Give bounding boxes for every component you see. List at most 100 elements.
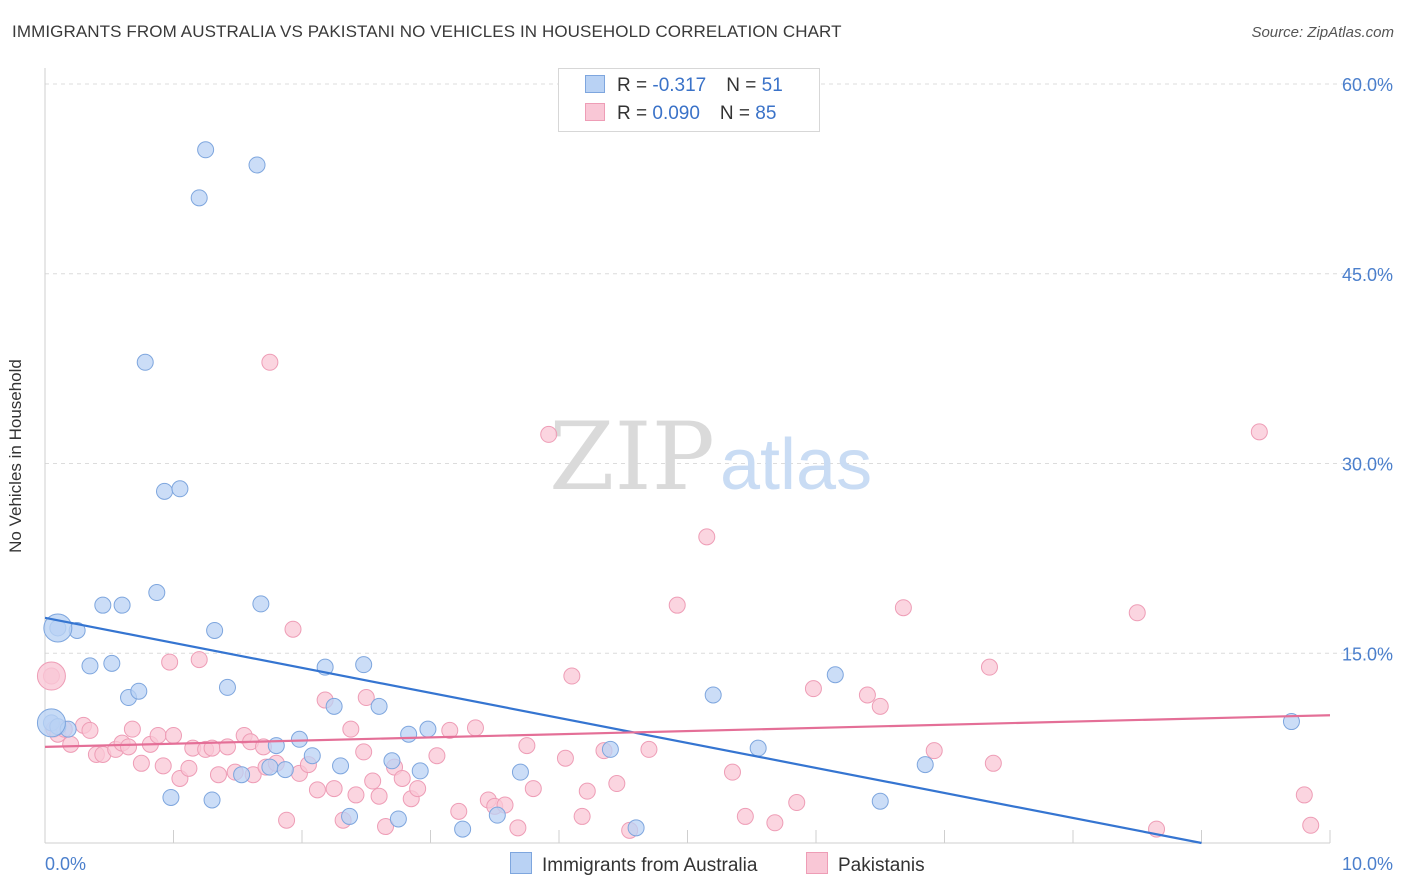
pakistani-point [858,686,876,704]
australia-point [411,762,429,780]
australia-point [148,584,166,602]
australia-point [627,819,645,837]
pakistani-point [540,425,558,443]
australia-point [332,757,350,775]
y-tick-label: 15.0% [1342,644,1393,664]
pakistani-point [165,726,182,744]
australia-point [871,792,889,810]
australia-point [1282,713,1300,731]
australia-point [303,747,321,765]
tick-labels: 15.0% 30.0% 45.0% 60.0% 0.0% 10.0% [45,75,1393,874]
australia-point [81,657,99,675]
australia-point [341,807,359,825]
pakistanis-points [36,353,1320,839]
australia-point [197,141,215,159]
australia-point [511,763,529,781]
australia-point [103,654,121,672]
legend-r-value-australia: -0.317 [652,75,707,96]
pakistani-point [984,754,1002,772]
australia-point [203,791,221,809]
australia-point [276,761,294,779]
australia-point [136,353,154,371]
australia-point [130,682,148,700]
pakistani-point [120,738,138,756]
pakistani-point [1128,604,1146,622]
pakistani-point [736,807,754,825]
pakistani-point [524,780,542,798]
watermark: ZIP atlas [549,403,872,512]
pakistani-point [409,780,427,798]
pakistani-point [209,766,227,784]
pakistani-point [723,763,741,781]
legend-r-label: R = [617,103,653,124]
legend-r-label: R = [617,75,653,96]
bottom-legend-australia: Immigrants from Australia [510,852,757,877]
legend-n-value-pakistani: 85 [755,103,777,124]
pakistani-point [518,737,536,755]
pakistani-point [925,742,943,760]
pakistani-point [284,620,302,638]
pakistani-trendline [44,714,1331,748]
legend-n-value-australia: 51 [761,75,783,96]
pakistani-point [355,743,373,761]
pakistani-point [698,528,716,546]
australia-point [156,482,174,500]
australia-point [749,739,767,757]
pakistani-point [364,772,382,790]
australia-point [389,810,407,828]
australia-point [400,725,418,743]
pakistani-point [980,658,998,676]
australia-point [233,766,251,784]
australia-point [248,156,266,174]
australia-point [916,756,934,774]
australia-point-large [36,708,66,738]
x-tick-label-min: 0.0% [45,854,86,874]
australia-point [261,758,279,776]
pakistani-point [450,802,468,820]
pakistani-point [804,680,822,698]
australia-point [601,740,619,758]
pakistani-point [441,721,459,739]
pakistani-point [132,754,150,772]
australia-point [162,788,180,806]
x-tick-label-max: 10.0% [1342,854,1393,874]
pakistani-point [308,781,326,799]
pakistani-point [325,780,343,798]
australia-point [113,596,131,614]
australia-point [704,686,722,704]
australia-point [206,621,224,639]
australia-point [94,596,112,614]
australia-point [488,806,506,824]
pakistani-point [370,787,388,805]
pakistani-legend-label: Pakistanis [838,855,925,876]
legend-r-value-pakistani: 0.090 [652,103,700,124]
pakistani-point [357,689,375,707]
grid-layer [45,83,1392,654]
pakistani-point [161,653,179,671]
pakistani-point [342,720,360,738]
pakistani-point [428,747,446,765]
australia-points [36,141,1300,838]
pakistani-point [190,651,208,669]
pakistani-point [123,720,141,738]
y-tick-label: 60.0% [1342,75,1393,95]
y-tick-label: 30.0% [1342,455,1393,475]
australia-legend-label: Immigrants from Australia [542,855,758,876]
pakistani-point [578,782,596,800]
chart-title: IMMIGRANTS FROM AUSTRALIA VS PAKISTANI N… [12,22,842,41]
australia-point [218,678,236,696]
pakistani-point [871,697,889,715]
y-tick-label: 45.0% [1342,265,1393,285]
y-axis-label: No Vehicles in Household [6,359,25,553]
pakistani-point [563,667,581,685]
pakistani-point [278,811,296,829]
legend-n-label: N = [719,103,756,124]
australia-point [252,595,270,613]
pakistani-point [466,719,484,737]
legend-row-australia: R = -0.317 N = 51 [585,75,783,97]
pakistani-point [393,769,411,787]
pakistani-point [556,749,574,767]
pakistani-legend-swatch [806,852,828,874]
watermark-atlas: atlas [720,425,872,505]
australia-legend-swatch [510,852,532,874]
